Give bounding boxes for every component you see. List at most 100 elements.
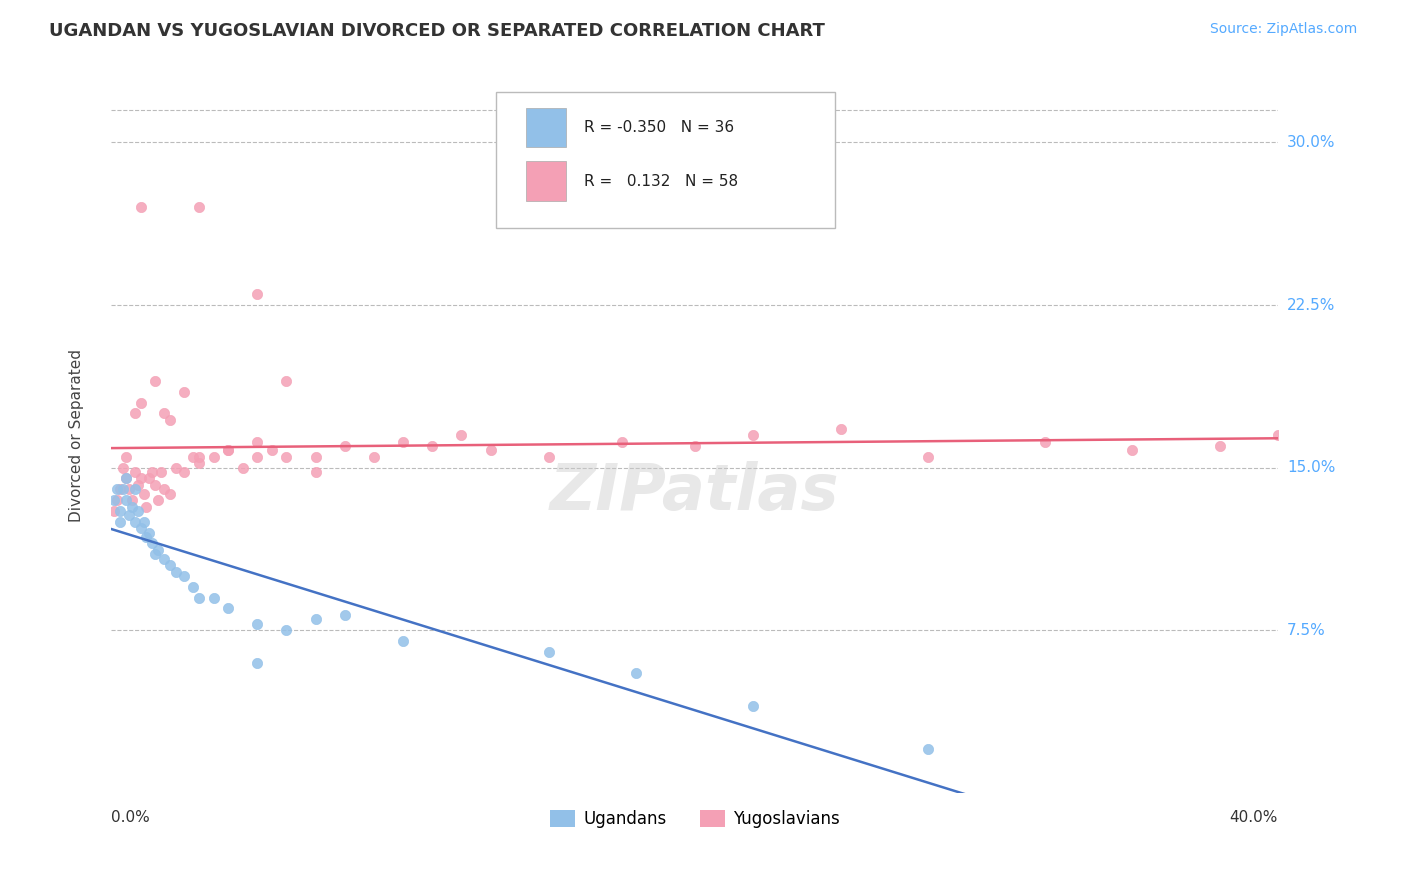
Point xyxy=(246,434,269,449)
Point xyxy=(115,471,138,485)
Legend: Ugandans, Yugoslavians: Ugandans, Yugoslavians xyxy=(543,803,846,834)
Point xyxy=(124,406,146,420)
Point xyxy=(135,500,157,514)
Point xyxy=(132,515,155,529)
Point xyxy=(260,443,283,458)
Point xyxy=(304,450,326,464)
Point xyxy=(1209,439,1232,453)
Point xyxy=(129,521,152,535)
Point xyxy=(141,536,163,550)
Point xyxy=(742,698,765,713)
Text: 30.0%: 30.0% xyxy=(1286,135,1336,150)
Point xyxy=(304,465,326,479)
Point xyxy=(141,465,163,479)
Text: R =   0.132   N = 58: R = 0.132 N = 58 xyxy=(583,174,738,188)
FancyBboxPatch shape xyxy=(526,108,567,147)
Point xyxy=(450,428,472,442)
Point xyxy=(165,460,187,475)
Point xyxy=(217,443,239,458)
Point xyxy=(124,482,146,496)
Text: 7.5%: 7.5% xyxy=(1286,623,1326,638)
Point xyxy=(392,634,415,648)
Point xyxy=(1033,434,1056,449)
Text: 15.0%: 15.0% xyxy=(1286,460,1336,475)
Point xyxy=(187,450,209,464)
Point xyxy=(112,460,135,475)
Point xyxy=(127,478,149,492)
Text: Source: ZipAtlas.com: Source: ZipAtlas.com xyxy=(1209,22,1357,37)
Point xyxy=(112,482,135,496)
Point xyxy=(187,201,209,215)
Point xyxy=(143,547,166,561)
Point xyxy=(153,406,176,420)
Point xyxy=(333,439,356,453)
Point xyxy=(127,504,149,518)
Point xyxy=(202,591,225,605)
Point xyxy=(138,525,160,540)
Point xyxy=(146,542,169,557)
Point xyxy=(159,413,181,427)
Point xyxy=(153,551,176,566)
Point xyxy=(610,434,633,449)
Point xyxy=(115,450,138,464)
Text: 0.0%: 0.0% xyxy=(111,810,150,825)
Point xyxy=(103,493,125,508)
Point xyxy=(115,471,138,485)
Point xyxy=(276,374,298,388)
Point xyxy=(392,434,415,449)
Point xyxy=(187,591,209,605)
Point xyxy=(181,580,204,594)
Point xyxy=(124,515,146,529)
Point xyxy=(173,569,195,583)
Point xyxy=(165,565,187,579)
Point xyxy=(108,504,131,518)
Point xyxy=(105,482,128,496)
Point xyxy=(173,465,195,479)
Point xyxy=(121,500,143,514)
Point xyxy=(246,287,269,301)
Point xyxy=(1267,428,1289,442)
Point xyxy=(333,607,356,622)
Point xyxy=(159,558,181,573)
Point xyxy=(138,471,160,485)
Point xyxy=(232,460,254,475)
Point xyxy=(1121,443,1143,458)
Point xyxy=(276,623,298,637)
Point xyxy=(135,530,157,544)
Point xyxy=(420,439,443,453)
Point xyxy=(124,465,146,479)
Point xyxy=(917,450,939,464)
Point xyxy=(115,493,138,508)
Point xyxy=(187,456,209,470)
FancyBboxPatch shape xyxy=(526,161,567,201)
Point xyxy=(153,482,176,496)
Point xyxy=(129,471,152,485)
Text: Divorced or Separated: Divorced or Separated xyxy=(69,349,84,522)
Point xyxy=(217,443,239,458)
Point xyxy=(246,450,269,464)
Point xyxy=(276,450,298,464)
Point xyxy=(246,616,269,631)
Point xyxy=(304,612,326,626)
Point xyxy=(202,450,225,464)
Point xyxy=(181,450,204,464)
Point xyxy=(105,493,128,508)
Point xyxy=(363,450,385,464)
Point xyxy=(108,515,131,529)
Point xyxy=(742,428,765,442)
Point xyxy=(143,478,166,492)
Point xyxy=(129,395,152,409)
Point xyxy=(108,482,131,496)
Point xyxy=(129,201,152,215)
Point xyxy=(683,439,706,453)
FancyBboxPatch shape xyxy=(496,92,835,227)
Point xyxy=(121,493,143,508)
Text: 22.5%: 22.5% xyxy=(1286,298,1336,312)
Point xyxy=(103,504,125,518)
Text: R = -0.350   N = 36: R = -0.350 N = 36 xyxy=(583,120,734,135)
Point xyxy=(146,493,169,508)
Point xyxy=(830,421,852,435)
Text: ZIPatlas: ZIPatlas xyxy=(550,461,839,524)
Point xyxy=(132,486,155,500)
Point xyxy=(537,645,560,659)
